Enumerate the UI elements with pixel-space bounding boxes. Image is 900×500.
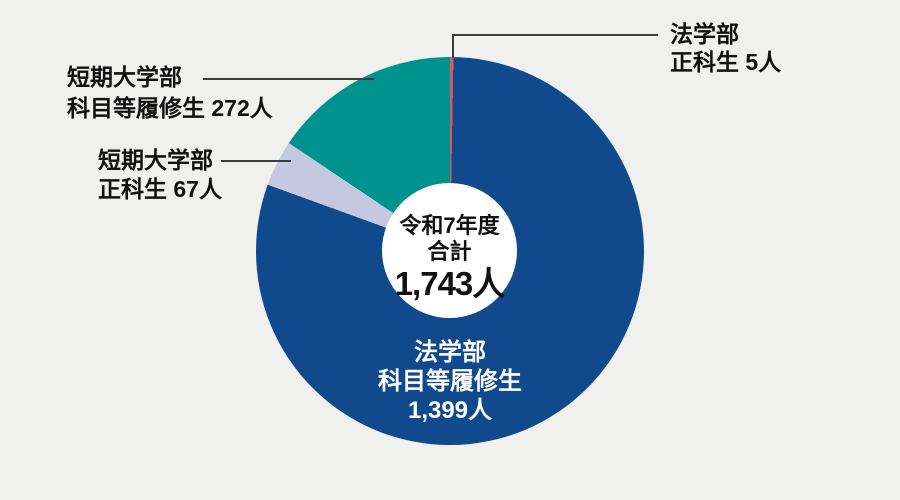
segment-label-hogakubu-kamoku: 法学部 科目等履修生 1,399人 bbox=[310, 338, 590, 425]
center-label-fiscal-year: 令和7年度 bbox=[399, 212, 500, 238]
donut-hole: 令和7年度 合計 1,743人 bbox=[382, 183, 517, 318]
leader-line-tandai-seika bbox=[221, 160, 291, 162]
segment-label-line: 正科生 67人 bbox=[98, 176, 222, 202]
segment-label-line: 短期大学部 bbox=[98, 147, 213, 173]
segment-label-line: 科目等履修生 272人 bbox=[67, 95, 273, 121]
center-label-total: 合計 bbox=[427, 238, 472, 264]
segment-label-hogakubu-seika: 法学部 正科生 5人 bbox=[670, 20, 781, 76]
segment-label-line: 短期大学部 bbox=[67, 64, 182, 90]
segment-label-line: 科目等履修生 bbox=[378, 368, 522, 395]
leader-line-tandai-kamoku bbox=[203, 78, 374, 80]
segment-label-tandai-kamoku: 短期大学部 科目等履修生 272人 bbox=[67, 62, 273, 124]
segment-label-line: 正科生 5人 bbox=[670, 49, 782, 75]
segment-label-line: 法学部 bbox=[414, 339, 486, 366]
center-total-value: 1,743人 bbox=[394, 264, 506, 302]
segment-label-line: 法学部 bbox=[670, 21, 739, 47]
leader-line-hogakubu-seika bbox=[452, 34, 658, 58]
segment-label-value: 1,399人 bbox=[407, 397, 493, 424]
segment-label-tandai-seika: 短期大学部 正科生 67人 bbox=[98, 146, 222, 204]
